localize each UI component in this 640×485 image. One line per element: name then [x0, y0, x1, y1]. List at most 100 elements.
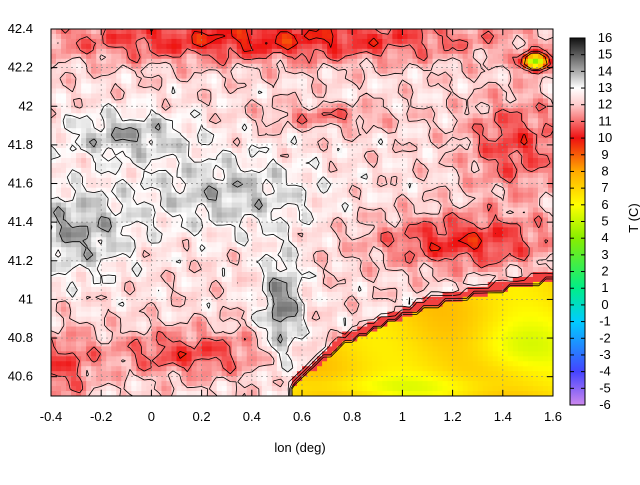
temperature-cell [402, 177, 409, 184]
temperature-cell [417, 237, 424, 243]
temperature-cell [357, 247, 363, 253]
temperature-cell [151, 242, 158, 248]
temperature-cell [392, 68, 398, 75]
temperature-cell [397, 152, 403, 159]
temperature-cell [307, 48, 313, 55]
temperature-cell [502, 217, 509, 224]
temperature-cell [86, 152, 92, 159]
temperature-cell [256, 182, 263, 189]
temperature-cell [352, 267, 358, 273]
temperature-cell [442, 167, 449, 174]
temperature-cell [266, 247, 273, 253]
temperature-cell [452, 197, 459, 204]
temperature-cell [66, 38, 72, 45]
temperature-cell [111, 118, 117, 124]
temperature-cell [286, 29, 293, 35]
temperature-cell [457, 227, 464, 233]
temperature-cell [121, 63, 127, 70]
temperature-cell [462, 138, 469, 144]
temperature-cell [211, 247, 218, 253]
temperature-cell [447, 237, 454, 243]
temperature-cell [116, 29, 122, 35]
temperature-cell [211, 257, 218, 263]
temperature-cell [482, 192, 489, 199]
temperature-cell [487, 237, 494, 243]
temperature-cell [246, 73, 253, 80]
temperature-cell [402, 38, 409, 45]
temperature-cell [61, 138, 67, 144]
temperature-cell [487, 68, 494, 75]
temperature-cell [181, 103, 188, 109]
temperature-cell [402, 48, 409, 55]
temperature-cell [76, 148, 82, 154]
temperature-cell [307, 237, 313, 243]
temperature-cell [437, 68, 444, 75]
temperature-cell [497, 123, 504, 129]
temperature-cell [342, 98, 348, 104]
temperature-cell [136, 73, 142, 80]
temperature-cell [161, 38, 168, 45]
temperature-cell [332, 152, 338, 159]
temperature-cell [141, 29, 147, 35]
temperature-cell [226, 38, 233, 45]
temperature-cell [377, 227, 383, 233]
temperature-cell [367, 152, 373, 159]
temperature-cell [407, 262, 414, 268]
temperature-cell [246, 143, 253, 149]
temperature-cell [467, 187, 474, 194]
temperature-cell [96, 113, 102, 119]
temperature-cell [51, 68, 57, 75]
temperature-cell [397, 232, 403, 238]
temperature-cell [357, 38, 363, 45]
temperature-cell [216, 227, 223, 233]
temperature-cell [407, 68, 414, 75]
temperature-cell [181, 33, 188, 40]
temperature-cell [271, 98, 278, 104]
temperature-cell [527, 88, 534, 95]
temperature-cell [286, 202, 293, 209]
temperature-cell [307, 83, 313, 90]
temperature-cell [312, 192, 318, 199]
temperature-cell [116, 152, 122, 159]
temperature-cell [181, 272, 188, 278]
temperature-cell [337, 232, 343, 238]
temperature-cell [357, 53, 363, 60]
temperature-cell [71, 162, 77, 169]
temperature-cell [236, 143, 243, 149]
temperature-cell [417, 267, 424, 273]
temperature-cell [166, 53, 173, 60]
temperature-cell [322, 29, 328, 35]
temperature-cell [66, 123, 72, 129]
temperature-cell [206, 33, 213, 40]
temperature-cell [432, 38, 439, 45]
temperature-cell [322, 93, 328, 100]
temperature-cell [161, 217, 168, 224]
temperature-cell [487, 202, 494, 209]
temperature-cell [417, 187, 424, 194]
temperature-cell [512, 83, 519, 90]
temperature-cell [286, 212, 293, 219]
temperature-cell [101, 73, 107, 80]
temperature-cell [322, 78, 328, 85]
temperature-cell [547, 38, 553, 45]
temperature-cell [382, 167, 388, 174]
temperature-cell [532, 73, 539, 80]
temperature-cell [352, 148, 358, 154]
temperature-cell [437, 29, 444, 35]
temperature-cell [407, 133, 414, 139]
temperature-cell [392, 267, 398, 273]
temperature-cell [186, 143, 193, 149]
temperature-cell [181, 157, 188, 164]
temperature-cell [352, 43, 358, 50]
temperature-cell [91, 98, 97, 104]
temperature-cell [251, 172, 258, 179]
temperature-cell [76, 242, 82, 248]
temperature-cell [261, 58, 268, 65]
temperature-cell [487, 162, 494, 169]
temperature-cell [166, 222, 173, 228]
temperature-cell [216, 267, 223, 273]
temperature-cell [327, 53, 333, 60]
temperature-cell [527, 83, 534, 90]
temperature-cell [432, 252, 439, 258]
temperature-cell [241, 93, 248, 100]
